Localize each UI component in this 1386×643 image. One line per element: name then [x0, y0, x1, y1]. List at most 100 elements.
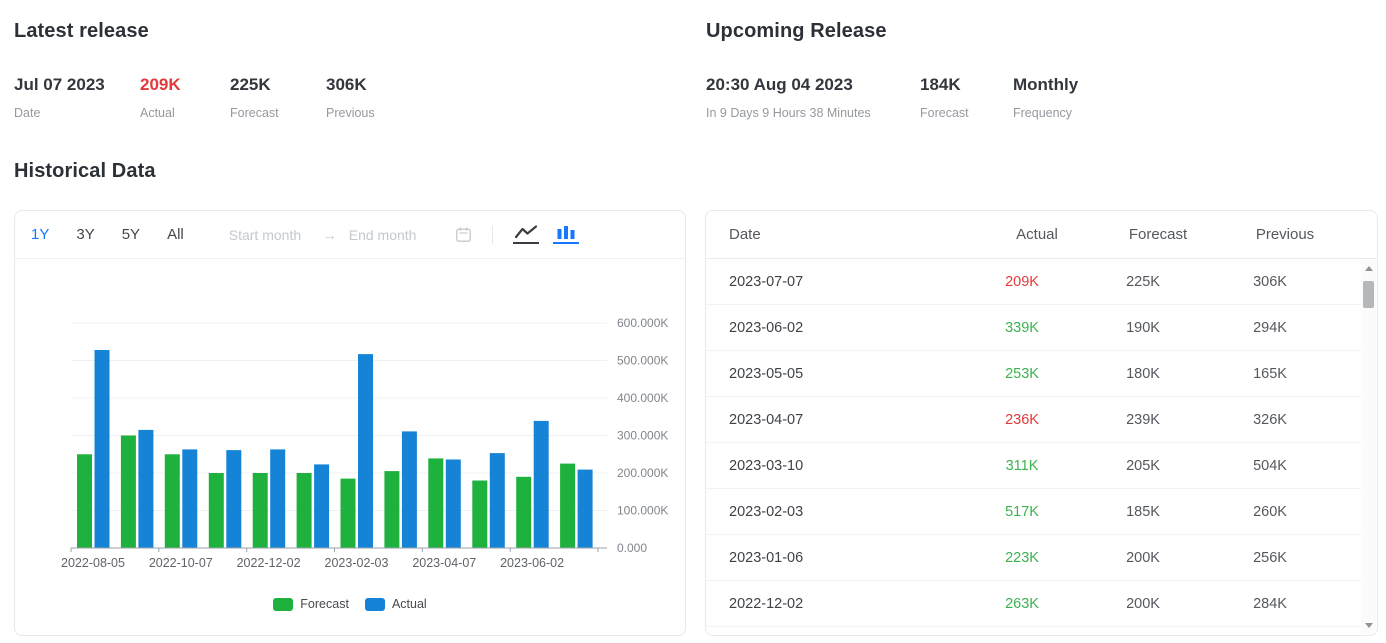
- latest-release-title: Latest release: [14, 20, 389, 43]
- table-row: 2023-07-07209K225K306K: [706, 259, 1362, 305]
- stat-value: 225K: [230, 75, 312, 95]
- svg-text:600.000K: 600.000K: [617, 316, 668, 330]
- svg-text:0.000: 0.000: [617, 541, 647, 555]
- upcoming-release-title: Upcoming Release: [706, 20, 1092, 43]
- historical-chart-panel: 1Y 3Y 5Y All →: [14, 210, 686, 636]
- stat-value: 306K: [326, 75, 375, 95]
- scrollbar-thumb[interactable]: [1363, 281, 1374, 308]
- bar-chart-toggle-icon[interactable]: [553, 225, 579, 244]
- cell-date: 2023-04-07: [729, 412, 962, 428]
- table-scrollbar[interactable]: [1361, 260, 1376, 634]
- legend-item-forecast[interactable]: Forecast: [273, 597, 349, 611]
- cell-date: 2023-03-10: [729, 458, 962, 474]
- end-month-input[interactable]: [349, 227, 441, 243]
- cell-previous: 260K: [1204, 504, 1336, 520]
- stat-label: Actual: [140, 106, 216, 120]
- svg-text:300.000K: 300.000K: [617, 429, 668, 443]
- svg-text:100.000K: 100.000K: [617, 504, 668, 518]
- line-chart-toggle-icon[interactable]: [513, 225, 539, 244]
- calendar-icon[interactable]: [455, 226, 472, 243]
- cell-previous: 284K: [1204, 596, 1336, 612]
- range-tab-3y[interactable]: 3Y: [76, 226, 94, 243]
- scrollbar-down-arrow-icon[interactable]: [1361, 618, 1376, 632]
- forecast-actual-bar-chart: 0.000100.000K200.000K300.000K400.000K500…: [15, 259, 685, 585]
- cell-date: 2022-12-02: [729, 596, 962, 612]
- svg-text:2022-10-07: 2022-10-07: [149, 556, 213, 570]
- cell-date: 2023-05-05: [729, 366, 962, 382]
- stat-value: 20:30 Aug 04 2023: [706, 75, 906, 95]
- stat-label: Forecast: [230, 106, 312, 120]
- column-header-date: Date: [729, 226, 977, 243]
- stat-label: Date: [14, 106, 126, 120]
- column-header-forecast: Forecast: [1097, 226, 1219, 243]
- svg-text:2022-12-02: 2022-12-02: [237, 556, 301, 570]
- stat-date: Jul 07 2023 Date: [14, 75, 140, 120]
- cell-previous: 306K: [1204, 274, 1336, 290]
- cell-forecast: 200K: [1082, 596, 1204, 612]
- cell-previous: 504K: [1204, 458, 1336, 474]
- cell-forecast: 190K: [1082, 320, 1204, 336]
- cell-actual: 209K: [962, 274, 1082, 290]
- cell-forecast: 225K: [1082, 274, 1204, 290]
- cell-date: 2023-01-06: [729, 550, 962, 566]
- stat-label: Previous: [326, 106, 375, 120]
- stat-frequency: MonthlyFrequency: [1013, 75, 1092, 120]
- legend-item-actual[interactable]: Actual: [365, 597, 427, 611]
- table-row: 2023-01-06223K200K256K: [706, 535, 1362, 581]
- column-header-actual: Actual: [977, 226, 1097, 243]
- cell-actual: 236K: [962, 412, 1082, 428]
- toolbar-divider: [492, 226, 493, 244]
- cell-previous: 326K: [1204, 412, 1336, 428]
- stat-label: In 9 Days 9 Hours 38 Minutes: [706, 106, 906, 120]
- cell-forecast: 239K: [1082, 412, 1204, 428]
- scrollbar-up-arrow-icon[interactable]: [1361, 262, 1376, 276]
- svg-text:2023-06-02: 2023-06-02: [500, 556, 564, 570]
- stat-forecast: 184K Forecast: [920, 75, 1013, 120]
- table-row: 2023-04-07236K239K326K: [706, 397, 1362, 443]
- latest-release-section: Latest release Jul 07 2023 Date 209K Actual…: [14, 20, 389, 120]
- cell-forecast: 205K: [1082, 458, 1204, 474]
- legend-swatch-icon: [365, 598, 385, 611]
- table-body: 2023-07-07209K225K306K 2023-06-02339K190K…: [706, 259, 1377, 627]
- range-tab-5y[interactable]: 5Y: [122, 226, 140, 243]
- cell-date: 2023-02-03: [729, 504, 962, 520]
- legend-swatch-icon: [273, 598, 293, 611]
- range-tab-1y[interactable]: 1Y: [31, 226, 49, 243]
- chart-legend: Forecast Actual: [15, 597, 685, 611]
- stat-label: Forecast: [920, 106, 999, 120]
- cell-previous: 294K: [1204, 320, 1336, 336]
- column-header-previous: Previous: [1219, 226, 1351, 243]
- cell-actual: 311K: [962, 458, 1082, 474]
- stat-actual: 209K Actual: [140, 75, 230, 120]
- cell-actual: 223K: [962, 550, 1082, 566]
- cell-previous: 256K: [1204, 550, 1336, 566]
- stat-previous: 306K Previous: [326, 75, 389, 120]
- stat-label: Frequency: [1013, 106, 1078, 120]
- stat-forecast: 225K Forecast: [230, 75, 326, 120]
- stat-value: 209K: [140, 75, 216, 95]
- svg-text:2023-04-07: 2023-04-07: [412, 556, 476, 570]
- start-month-input[interactable]: [229, 227, 321, 243]
- cell-actual: 263K: [962, 596, 1082, 612]
- cell-actual: 339K: [962, 320, 1082, 336]
- table-header-row: DateActualForecastPrevious: [706, 211, 1377, 259]
- historical-table-panel: DateActualForecastPrevious 2023-07-07209…: [705, 210, 1378, 636]
- svg-text:200.000K: 200.000K: [617, 466, 668, 480]
- stat-value: 184K: [920, 75, 999, 95]
- svg-text:500.000K: 500.000K: [617, 354, 668, 368]
- cell-date: 2023-06-02: [729, 320, 962, 336]
- cell-date: 2023-07-07: [729, 274, 962, 290]
- upcoming-release-stats: 20:30 Aug 04 2023 In 9 Days 9 Hours 38 Mi…: [706, 75, 1092, 120]
- range-tab-all[interactable]: All: [167, 226, 184, 243]
- stat-in-9-days-9-hours-38-minutes: 20:30 Aug 04 2023 In 9 Days 9 Hours 38 Mi…: [706, 75, 920, 120]
- range-arrow-icon: →: [323, 227, 337, 243]
- table-row: 2022-12-02263K200K284K: [706, 581, 1362, 627]
- range-tabs: 1Y 3Y 5Y All: [31, 226, 211, 243]
- stat-value: Jul 07 2023: [14, 75, 126, 95]
- legend-label: Forecast: [300, 597, 349, 611]
- upcoming-release-section: Upcoming Release 20:30 Aug 04 2023 In 9 D…: [706, 20, 1092, 120]
- chart-toolbar: 1Y 3Y 5Y All →: [15, 211, 685, 259]
- legend-label: Actual: [392, 597, 427, 611]
- svg-text:2023-02-03: 2023-02-03: [325, 556, 389, 570]
- cell-forecast: 200K: [1082, 550, 1204, 566]
